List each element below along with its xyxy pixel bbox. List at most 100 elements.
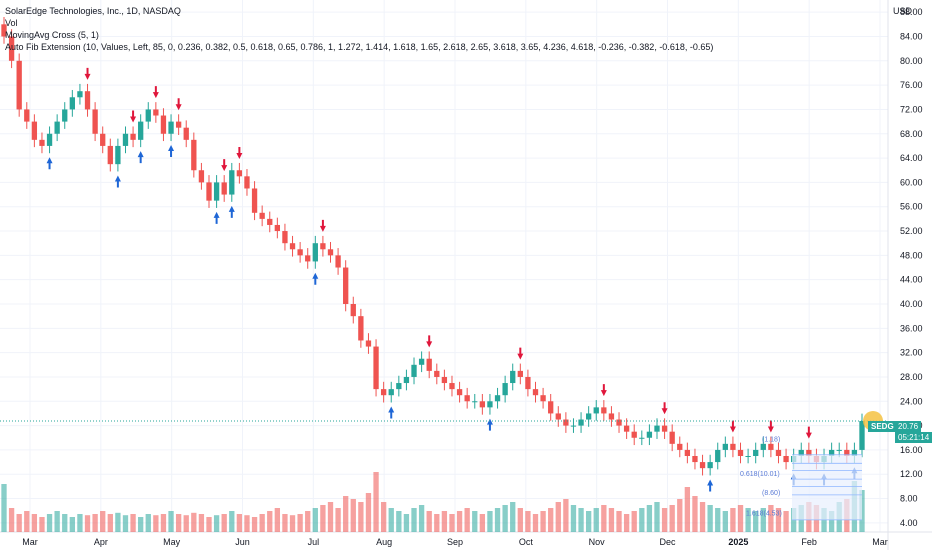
volume-bar — [639, 508, 645, 532]
candle-body — [692, 456, 698, 463]
volume-bar — [39, 517, 45, 532]
candle-body — [259, 212, 265, 219]
fib-level-label: (8.60) — [762, 490, 780, 497]
volume-bar — [251, 517, 258, 532]
volume-bar — [77, 514, 83, 532]
volume-bar — [122, 515, 129, 532]
candle-body — [608, 413, 615, 420]
y-tick-label: 36.00 — [900, 323, 923, 333]
y-tick-label: 60.00 — [900, 177, 923, 187]
candle-body — [115, 145, 121, 165]
volume-bar — [24, 511, 30, 532]
candle-body — [92, 109, 98, 134]
volume-bar — [456, 511, 463, 532]
sell-arrow-marker — [767, 420, 774, 433]
y-tick-label: 64.00 — [900, 153, 923, 163]
candle-body — [859, 420, 865, 450]
candle-body — [601, 407, 607, 414]
sell-arrow-marker — [152, 86, 159, 99]
candle-body — [517, 370, 523, 377]
y-tick-label: 76.00 — [900, 80, 923, 90]
y-tick-label: 88.00 — [900, 7, 923, 17]
sell-arrow-marker — [729, 420, 736, 433]
volume-bar — [305, 511, 311, 532]
volume-bar — [138, 517, 144, 532]
candle-body — [365, 340, 372, 347]
volume-bar — [244, 515, 250, 532]
volume-bar — [153, 515, 159, 532]
y-tick-label: 68.00 — [900, 129, 923, 139]
candle-body — [100, 133, 106, 146]
volume-bar — [563, 499, 569, 532]
x-tick-label: 2025 — [728, 537, 748, 547]
candle-body — [760, 443, 766, 450]
volume-bar — [593, 508, 599, 532]
volume-bar — [229, 511, 235, 532]
x-tick-label: Jun — [235, 537, 250, 547]
candle-body — [722, 443, 728, 450]
candle-body — [373, 346, 379, 390]
candle-body — [122, 133, 129, 146]
volume-bar — [775, 508, 782, 532]
y-tick-label: 52.00 — [900, 226, 923, 236]
volume-bar — [760, 508, 766, 532]
x-tick-label: Mar — [872, 537, 888, 547]
volume-bar — [191, 512, 197, 532]
volume-bar — [555, 502, 561, 532]
candle-body — [540, 395, 546, 402]
candle-body — [426, 358, 432, 371]
y-tick-label: 12.00 — [900, 469, 923, 479]
candle-body — [297, 249, 303, 256]
candle-body — [783, 456, 789, 463]
candle-body — [411, 364, 417, 377]
volume-bar — [510, 502, 516, 532]
volume-bar — [31, 514, 38, 532]
volume-bar — [365, 493, 372, 532]
y-tick-label: 48.00 — [900, 250, 923, 260]
volume-bar — [213, 515, 220, 532]
candle-body — [768, 443, 774, 450]
volume-bar — [623, 514, 630, 532]
candle-body — [441, 376, 448, 384]
candle-body — [213, 182, 220, 201]
candle-body — [54, 121, 60, 134]
volume-bar — [145, 514, 151, 532]
volume-bar — [312, 508, 318, 532]
sell-arrow-marker — [517, 347, 524, 360]
candle-body — [563, 419, 569, 426]
volume-bar — [46, 514, 53, 532]
candle-body — [707, 462, 713, 469]
candle-body — [472, 401, 478, 403]
candle-body — [206, 182, 212, 201]
candle-body — [828, 449, 835, 456]
candle-body — [8, 36, 15, 61]
candle-body — [320, 243, 326, 250]
volume-bar — [768, 505, 774, 532]
x-tick-label: Apr — [94, 537, 108, 547]
volume-bar — [267, 511, 273, 532]
x-tick-label: May — [163, 537, 181, 547]
sell-arrow-marker — [130, 110, 137, 123]
volume-bar — [84, 515, 91, 532]
candle-body — [107, 145, 113, 165]
volume-bar — [335, 508, 341, 532]
sell-arrow-marker — [805, 426, 812, 439]
candle-body — [16, 60, 22, 110]
buy-arrow-marker — [114, 175, 121, 188]
volume-bar — [737, 505, 744, 532]
sell-arrow-marker — [175, 98, 182, 111]
volume-bar — [692, 496, 698, 532]
candle-body — [806, 449, 812, 456]
volume-bar — [472, 511, 478, 532]
candle-body — [487, 401, 493, 408]
sell-arrow-marker — [426, 335, 433, 348]
volume-bar — [449, 514, 455, 532]
volume-bar — [107, 514, 113, 532]
candle-body — [851, 449, 858, 456]
volume-bar — [570, 505, 577, 532]
volume-bar — [115, 512, 121, 532]
candle-body — [221, 182, 227, 195]
candle-body — [24, 109, 30, 122]
candle-body — [669, 431, 675, 444]
